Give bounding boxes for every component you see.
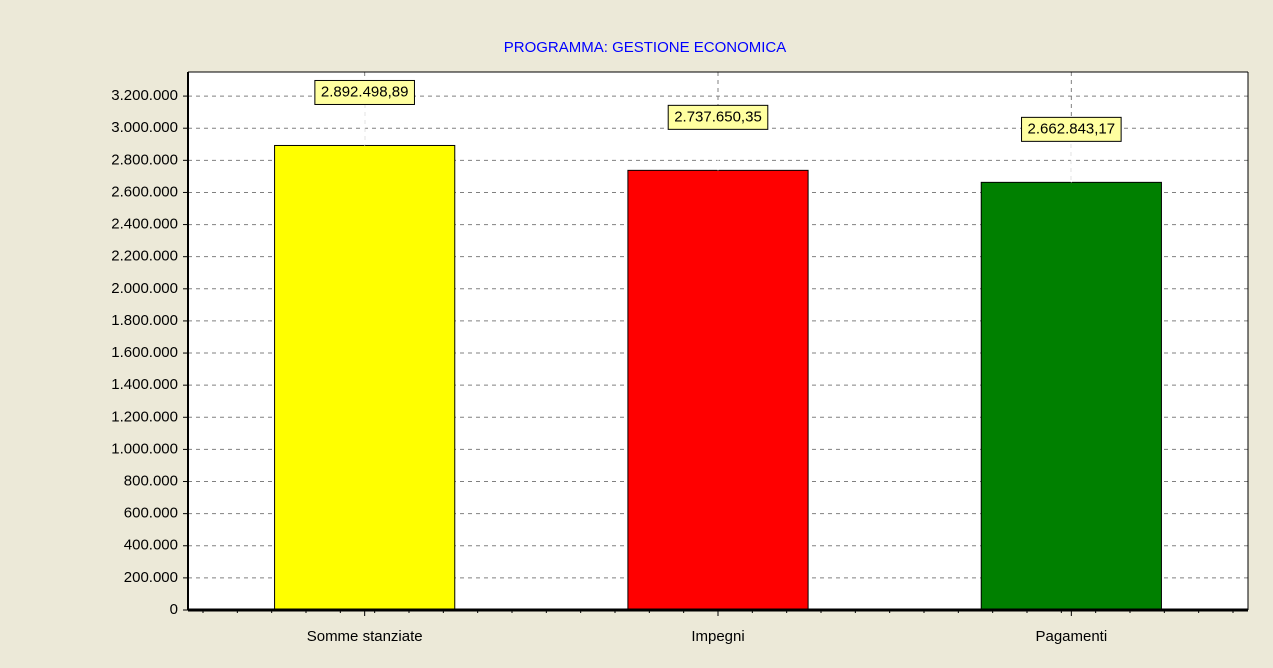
bar: [980, 181, 1162, 611]
x-tick-label: Pagamenti: [1035, 628, 1107, 645]
value-label-box: [1021, 116, 1122, 142]
value-label-box: [314, 79, 415, 105]
y-tick-label: 1.000.000: [111, 440, 178, 457]
chart-title: PROGRAMMA: GESTIONE ECONOMICA: [504, 39, 787, 56]
value-label: 2.737.650,35: [674, 108, 762, 125]
x-tick-label: Impegni: [691, 628, 744, 645]
y-tick-label: 200.000: [124, 569, 178, 586]
y-tick-label: 600.000: [124, 505, 178, 522]
x-tick-label: Somme stanziate: [307, 628, 423, 645]
y-tick-label: 0: [170, 601, 178, 618]
y-tick-label: 400.000: [124, 537, 178, 554]
y-tick-label: 2.600.000: [111, 183, 178, 200]
y-tick-label: 2.800.000: [111, 151, 178, 168]
value-label: 2.662.843,17: [1028, 120, 1116, 137]
y-tick-label: 800.000: [124, 472, 178, 489]
y-tick-label: 1.200.000: [111, 408, 178, 425]
y-tick-label: 3.200.000: [111, 87, 178, 104]
value-label-box: [667, 104, 769, 130]
y-tick-label: 2.400.000: [111, 216, 178, 233]
bar: [627, 169, 809, 611]
y-tick-label: 1.600.000: [111, 344, 178, 361]
y-tick-label: 1.400.000: [111, 376, 178, 393]
y-tick-label: 3.000.000: [111, 119, 178, 136]
value-label: 2.892.498,89: [321, 83, 409, 100]
y-tick-label: 2.200.000: [111, 248, 178, 265]
y-tick-label: 2.000.000: [111, 280, 178, 297]
bar: [274, 144, 456, 611]
y-tick-label: 1.800.000: [111, 312, 178, 329]
